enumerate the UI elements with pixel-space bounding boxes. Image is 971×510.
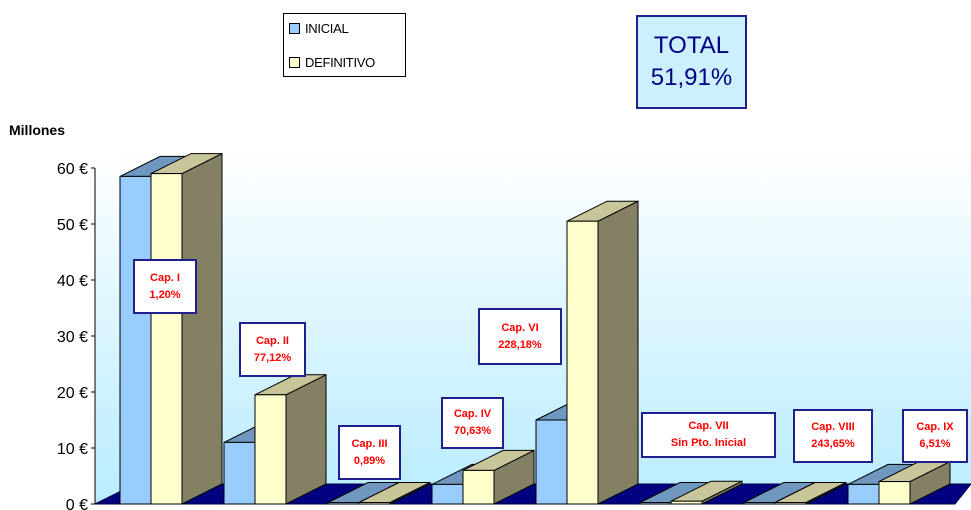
y-tick-label: 30 € [57, 329, 88, 346]
bar-5-inicial-front [535, 419, 568, 505]
cap-label-7: Cap. VII Sin Pto. Inicial [641, 412, 776, 458]
cap-label-6-name: Cap. VI [501, 321, 539, 334]
cap-label-2-name: Cap. II [255, 334, 289, 347]
bar-8-definitivo-front [878, 481, 911, 505]
legend-item-definitivo: DEFINITIVO [289, 54, 375, 70]
bar-2-definitivo [254, 373, 327, 505]
bar-1-definitivo [150, 152, 223, 505]
cap-label-3-pct: 0,89% [353, 454, 386, 467]
cap-label-9-name: Cap. IX [916, 421, 954, 433]
cap-label-6-pct: 228,18% [498, 338, 542, 351]
legend-label-definitivo: DEFINITIVO [305, 54, 375, 70]
bar-6-definitivo [670, 480, 743, 505]
bars [119, 152, 951, 505]
cap-label-8-pct: 243,65% [811, 438, 855, 450]
bar-4-inicial-front [431, 483, 464, 505]
bar-7-definitivo-front [774, 502, 807, 505]
cap-label-8: Cap. VIII 243,65% [793, 409, 873, 463]
bar-1-definitivo-front [150, 173, 183, 505]
bar-6-inicial-front [639, 502, 672, 505]
cap-label-1: Cap. I 1,20% [133, 259, 197, 314]
total-label: TOTAL [653, 32, 730, 59]
cap-label-4-name: Cap. IV [453, 408, 492, 420]
bar-3-inicial-front [327, 502, 360, 505]
y-tick-label: 50 € [57, 217, 88, 234]
cap-label-4: Cap. IV 70,63% [441, 397, 504, 449]
cap-label-4-pct: 70,63% [453, 425, 492, 437]
cap-label-9-pct: 6,51% [919, 438, 951, 450]
total-value: 51,91% [650, 64, 733, 91]
bar-5-definitivo-side [597, 200, 639, 505]
cap-label-2-pct: 77,12% [253, 351, 292, 364]
cap-label-2: Cap. II 77,12% [239, 322, 306, 377]
bar-7-inicial-front [743, 502, 776, 505]
bar-1-inicial-front [119, 175, 152, 505]
cap-label-1-pct: 1,20% [149, 288, 181, 301]
bar-7-definitivo [774, 481, 847, 505]
total-box: TOTAL 51,91% [636, 15, 747, 109]
legend: INICIAL DEFINITIVO [283, 13, 406, 77]
legend-item-inicial: INICIAL [289, 20, 349, 36]
y-axis: 0 € 10 € 20 € 30 € 40 € 50 € 60 € [57, 161, 96, 510]
bar-3-definitivo-front [358, 502, 391, 505]
legend-label-inicial: INICIAL [305, 20, 349, 36]
y-tick-label: 10 € [57, 441, 88, 458]
legend-swatch-definitivo [289, 56, 300, 68]
bar-5-definitivo [566, 200, 639, 505]
legend-swatch-inicial [289, 22, 300, 34]
bar-2-definitivo-side [285, 373, 327, 505]
bar-4-definitivo-front [462, 469, 495, 505]
y-tick-label: 40 € [57, 273, 88, 290]
cap-label-6: Cap. VI 228,18% [478, 308, 562, 365]
bar-5-definitivo-front [566, 220, 599, 505]
bar-1-definitivo-side [181, 152, 223, 505]
cap-label-3: Cap. III 0,89% [338, 425, 401, 480]
y-tick-label: 60 € [57, 161, 88, 178]
bar-2-inicial-front [223, 441, 256, 505]
bar-8-inicial-front [847, 483, 880, 505]
cap-label-9: Cap. IX 6,51% [902, 409, 968, 463]
bar-8-definitivo [878, 460, 951, 505]
cap-label-1-name: Cap. I [150, 271, 180, 284]
bar-3-definitivo [358, 481, 431, 505]
y-tick-label: 0 € [66, 497, 88, 510]
units-label: Millones [9, 122, 66, 138]
bar-4-definitivo [462, 449, 535, 505]
bar-2-definitivo-front [254, 394, 287, 505]
cap-label-7-name: Cap. VII [688, 420, 729, 432]
cap-label-7-pct: Sin Pto. Inicial [670, 437, 747, 449]
cap-label-3-name: Cap. III [351, 437, 388, 450]
bar-6-definitivo-front [670, 500, 703, 505]
cap-label-8-name: Cap. VIII [811, 421, 855, 433]
y-tick-label: 20 € [57, 385, 88, 402]
